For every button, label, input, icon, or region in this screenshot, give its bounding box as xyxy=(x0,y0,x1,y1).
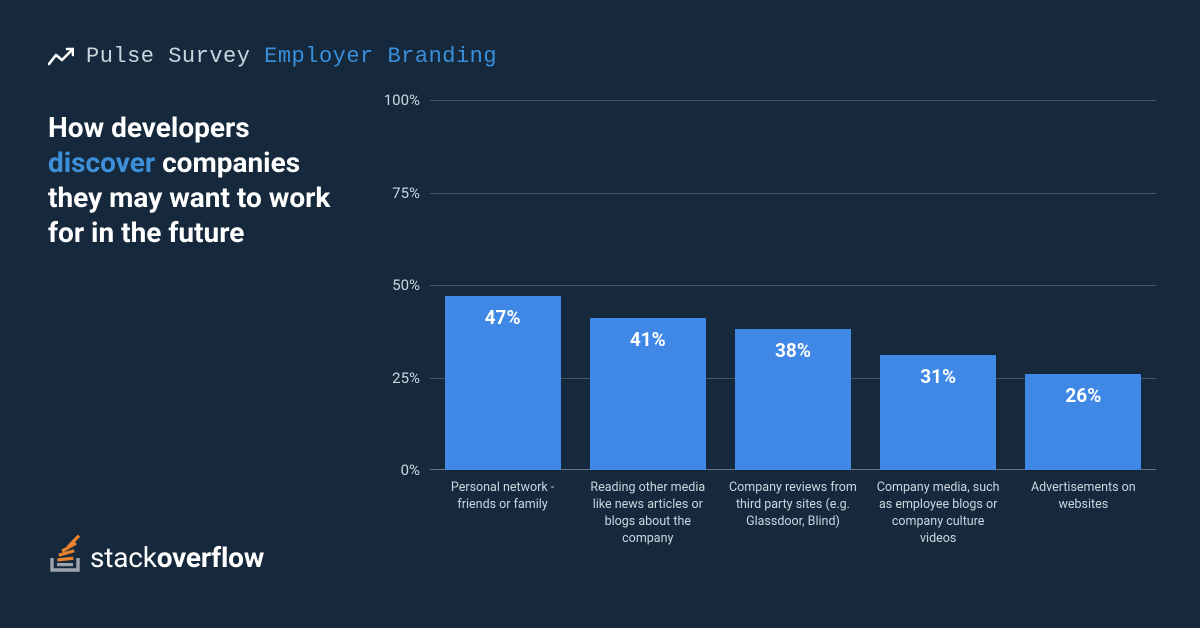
bar-value-label: 38% xyxy=(735,339,851,362)
chart-bar: 31% xyxy=(880,355,996,470)
stackoverflow-logo: stackoverflow xyxy=(48,532,264,574)
survey-label: Pulse Survey xyxy=(86,44,250,69)
y-tick-label: 100% xyxy=(360,91,420,109)
bar-slot: 47% xyxy=(437,100,569,470)
x-axis-label: Advertisements on websites xyxy=(1017,480,1149,548)
logo-word2: overflow xyxy=(157,541,264,574)
logo-text: stackoverflow xyxy=(90,541,264,574)
x-axis-label: Personal network - friends or family xyxy=(437,480,569,548)
bar-value-label: 41% xyxy=(590,328,706,351)
y-tick-label: 0% xyxy=(360,461,420,479)
headline-pre: How developers xyxy=(48,111,250,144)
header-text: Pulse Survey Employer Branding xyxy=(86,44,497,69)
x-axis-label: Reading other media like news articles o… xyxy=(582,480,714,548)
trend-up-icon xyxy=(48,47,74,67)
headline: How developers discover companies they m… xyxy=(48,110,348,250)
survey-header: Pulse Survey Employer Branding xyxy=(48,44,497,69)
chart-x-labels: Personal network - friends or familyRead… xyxy=(430,480,1156,548)
chart-bar: 47% xyxy=(445,296,561,470)
logo-word1: stack xyxy=(90,541,157,574)
chart-bar: 38% xyxy=(735,329,851,470)
y-tick-label: 25% xyxy=(360,369,420,387)
stackoverflow-icon xyxy=(48,532,86,574)
chart-bars: 47% 41% 38% 31% 26% xyxy=(430,100,1156,470)
headline-accent: discover xyxy=(48,146,155,179)
bar-slot: 31% xyxy=(872,100,1004,470)
y-tick-label: 50% xyxy=(360,276,420,294)
x-axis-label: Company reviews from third party sites (… xyxy=(727,480,859,548)
x-axis-label: Company media, such as employee blogs or… xyxy=(872,480,1004,548)
bar-slot: 38% xyxy=(727,100,859,470)
chart-bar: 26% xyxy=(1025,374,1141,470)
bar-value-label: 47% xyxy=(445,306,561,329)
bar-chart: 0%25%50%75%100% 47%41%38%31%26% Personal… xyxy=(362,100,1156,590)
chart-bar: 41% xyxy=(590,318,706,470)
y-tick-label: 75% xyxy=(360,184,420,202)
bar-slot: 41% xyxy=(582,100,714,470)
bar-value-label: 26% xyxy=(1025,384,1141,407)
bar-value-label: 31% xyxy=(880,365,996,388)
topic-label: Employer Branding xyxy=(264,44,497,69)
bar-slot: 26% xyxy=(1017,100,1149,470)
